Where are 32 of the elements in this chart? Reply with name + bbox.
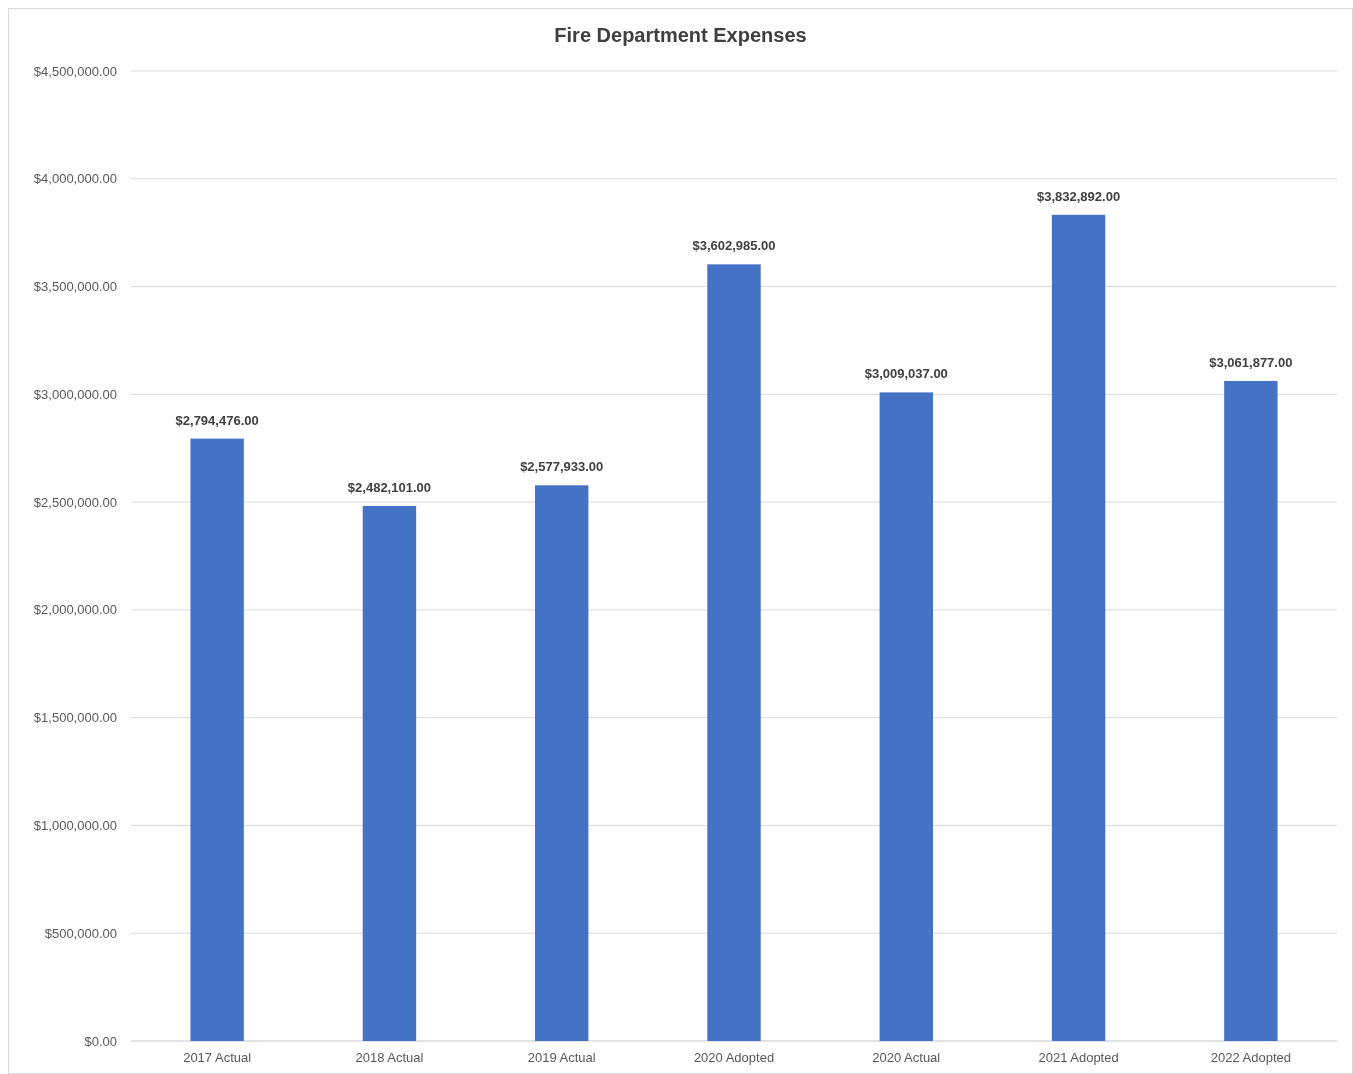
x-tick-label: 2018 Actual	[355, 1050, 424, 1065]
y-tick-label: $3,500,000.00	[33, 279, 117, 295]
x-tick-label: 2022 Adopted	[1210, 1050, 1291, 1065]
chart-title: Fire Department Expenses	[554, 24, 807, 46]
y-tick-label: $500,000.00	[44, 925, 117, 941]
bar	[879, 392, 933, 1041]
y-tick-label: $2,000,000.00	[33, 602, 117, 618]
data-label: $2,482,101.00	[347, 479, 431, 495]
data-label: $3,061,877.00	[1209, 355, 1293, 370]
x-tick-label: 2017 Actual	[183, 1050, 252, 1065]
x-tick-label: 2021 Adopted	[1038, 1050, 1119, 1065]
y-tick-label: $2,500,000.00	[33, 494, 117, 510]
bar	[707, 264, 761, 1041]
bar	[535, 485, 589, 1041]
y-tick-label: $0.00	[84, 1033, 117, 1049]
x-tick-label: 2019 Actual	[527, 1050, 596, 1065]
bar	[1224, 381, 1278, 1041]
data-label: $2,577,933.00	[520, 459, 604, 475]
data-label: $3,832,892.00	[1037, 188, 1121, 204]
bar	[1051, 214, 1106, 1041]
x-tick-label: 2020 Actual	[872, 1050, 941, 1065]
data-label: $2,794,476.00	[175, 412, 259, 428]
x-tick-label: 2020 Adopted	[693, 1050, 775, 1065]
bar	[190, 438, 244, 1041]
data-label: $3,009,037.00	[864, 366, 948, 382]
y-tick-label: $1,500,000.00	[33, 710, 117, 726]
y-tick-label: $4,000,000.00	[33, 171, 117, 187]
y-tick-label: $3,000,000.00	[33, 386, 117, 402]
bar	[362, 505, 417, 1041]
y-tick-label: $4,500,000.00	[33, 63, 117, 79]
y-tick-label: $1,000,000.00	[33, 817, 117, 833]
data-label: $3,602,985.00	[692, 238, 776, 254]
